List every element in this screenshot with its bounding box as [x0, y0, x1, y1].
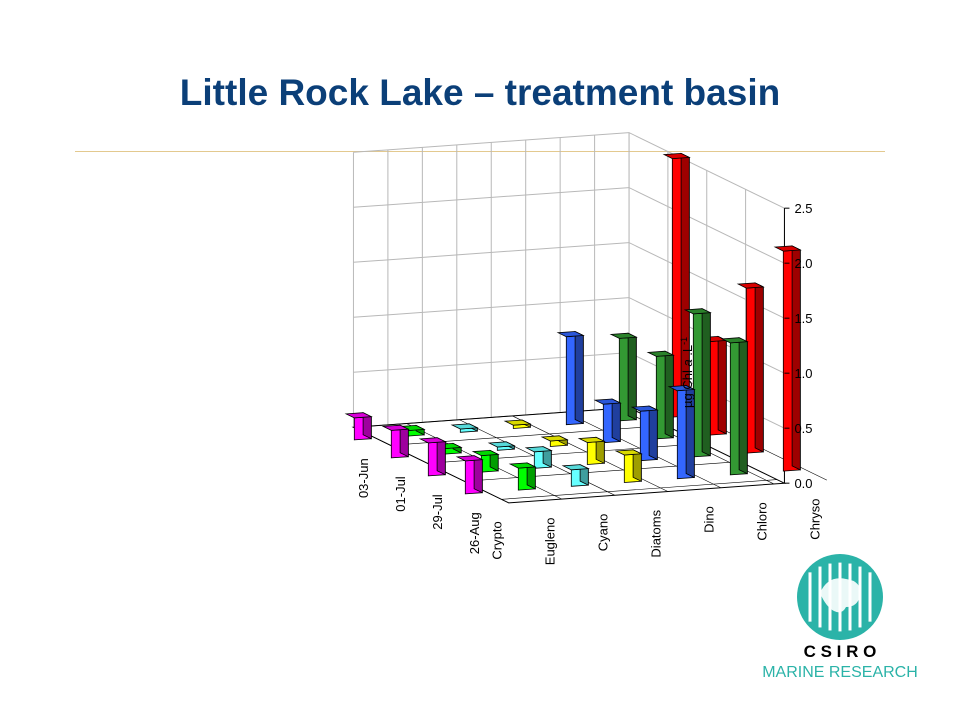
date-label: 26-Aug [467, 512, 482, 554]
bar-top-face [381, 424, 410, 431]
bar-crypto-01-jul [381, 424, 410, 459]
bar-side-face [717, 335, 727, 435]
bar-top-face [455, 455, 484, 462]
bar-top-face [524, 446, 553, 453]
bar-chloro-29-jul [683, 308, 712, 458]
bar-top-face [561, 464, 590, 471]
bar-top-face [508, 462, 537, 469]
bar-side-face [473, 455, 483, 494]
bar-diatoms-03-jun [503, 419, 532, 429]
bar-cyano-03-jun [450, 423, 479, 433]
bar-top-face [344, 412, 373, 419]
logo-stripe [818, 566, 822, 628]
logo-stripe [808, 572, 812, 622]
bar-side-face [791, 245, 801, 471]
bar-dino-03-jun [556, 330, 585, 426]
bar-top-face [609, 332, 638, 339]
bar-top-face [667, 385, 696, 392]
slide-title: Little Rock Lake – treatment basin [179, 72, 781, 113]
bar-cyano-29-jul [524, 445, 553, 469]
bar-top-face [503, 419, 532, 426]
bar-crypto-03-jun [344, 412, 373, 441]
bar-dino-26-aug [667, 384, 696, 480]
z-tick-label: 2.0 [794, 256, 812, 271]
z-tick-label: 0.0 [794, 476, 812, 491]
title-divider [75, 151, 885, 152]
bar-side-face [754, 282, 764, 453]
bar-cyano-01-jul [487, 441, 516, 451]
bar-crypto-26-aug [455, 455, 484, 495]
floor-gridline [501, 479, 778, 500]
bar-top-face [471, 449, 500, 457]
bar-top-face [593, 398, 622, 405]
category-label: Cyano [596, 514, 611, 552]
bar-top-face [646, 350, 675, 357]
bar-chloro-26-aug [720, 337, 749, 476]
bar-top-face [556, 331, 585, 338]
bar-side-face [648, 405, 658, 461]
bar-side-face [574, 330, 584, 425]
bar-eugleno-29-jul [471, 449, 500, 473]
category-label: Chloro [755, 502, 770, 540]
z-tick-label: 1.5 [794, 311, 812, 326]
bar-top-face [450, 423, 479, 430]
bar-chryso-26-aug [773, 245, 802, 472]
z-axis-label: µg Chl a .L-1 [679, 337, 695, 408]
z-tick-label: 0.5 [794, 421, 812, 436]
bar-diatoms-26-aug [614, 449, 643, 483]
csiro-logo: C S I R O MARINE RESEARCH [762, 554, 918, 681]
date-label: 01-Jul [393, 476, 408, 512]
bar-top-face [630, 405, 659, 412]
chart-labels: 0.0 0.5 1.0 1.5 2.0 2.5 Crypto Eugleno Cyano Diat… [356, 201, 823, 565]
date-label: 29-Jul [430, 494, 445, 530]
bar-top-face [773, 245, 802, 252]
bar-chryso-03-jun [662, 152, 691, 418]
logo-stripe [868, 572, 872, 622]
bar-cyano-26-aug [561, 463, 590, 487]
z-tick-label: 1.0 [794, 366, 812, 381]
logo-org-name: C S I R O [804, 642, 877, 661]
australia-map-icon [820, 578, 861, 613]
bar-eugleno-26-aug [508, 462, 537, 491]
bar-top-face [540, 435, 569, 442]
category-label: Chryso [808, 499, 823, 540]
bar-side-face [611, 398, 621, 443]
bar-top-face [720, 337, 749, 344]
chart-bars [344, 152, 802, 495]
logo-division-name: MARINE RESEARCH [762, 664, 918, 681]
bar-side-face [664, 350, 674, 439]
bar-diatoms-29-jul [577, 436, 606, 465]
category-label: Dino [702, 506, 717, 533]
bar-chloro-01-jul [646, 350, 675, 440]
bar-top-face [736, 282, 765, 289]
bar-top-face [683, 308, 712, 315]
bar-top-face [662, 152, 691, 160]
bar-side-face [436, 437, 446, 476]
bar-side-face [701, 308, 711, 457]
bar-top-face [487, 441, 516, 448]
bar-diatoms-01-jul [540, 435, 569, 447]
bar-top-face [577, 436, 606, 443]
category-label: Diatoms [649, 509, 664, 557]
category-label: Crypto [490, 521, 505, 559]
gridline [353, 187, 785, 264]
bar-top-face [418, 437, 447, 444]
logo-stripe [858, 566, 862, 628]
bar-dino-29-jul [630, 405, 659, 462]
bar-top-face [614, 449, 643, 456]
bar-crypto-29-jul [418, 437, 447, 477]
date-label: 03-Jun [356, 458, 371, 498]
z-tick-label: 2.5 [794, 201, 812, 216]
bar-chloro-03-jun [609, 332, 638, 422]
gridline [353, 242, 785, 319]
gridline [353, 132, 785, 209]
bar-chryso-01-jul [699, 335, 728, 436]
bar-dino-01-jul [593, 398, 622, 444]
category-label: Eugleno [543, 518, 558, 566]
bar-side-face [738, 337, 748, 475]
